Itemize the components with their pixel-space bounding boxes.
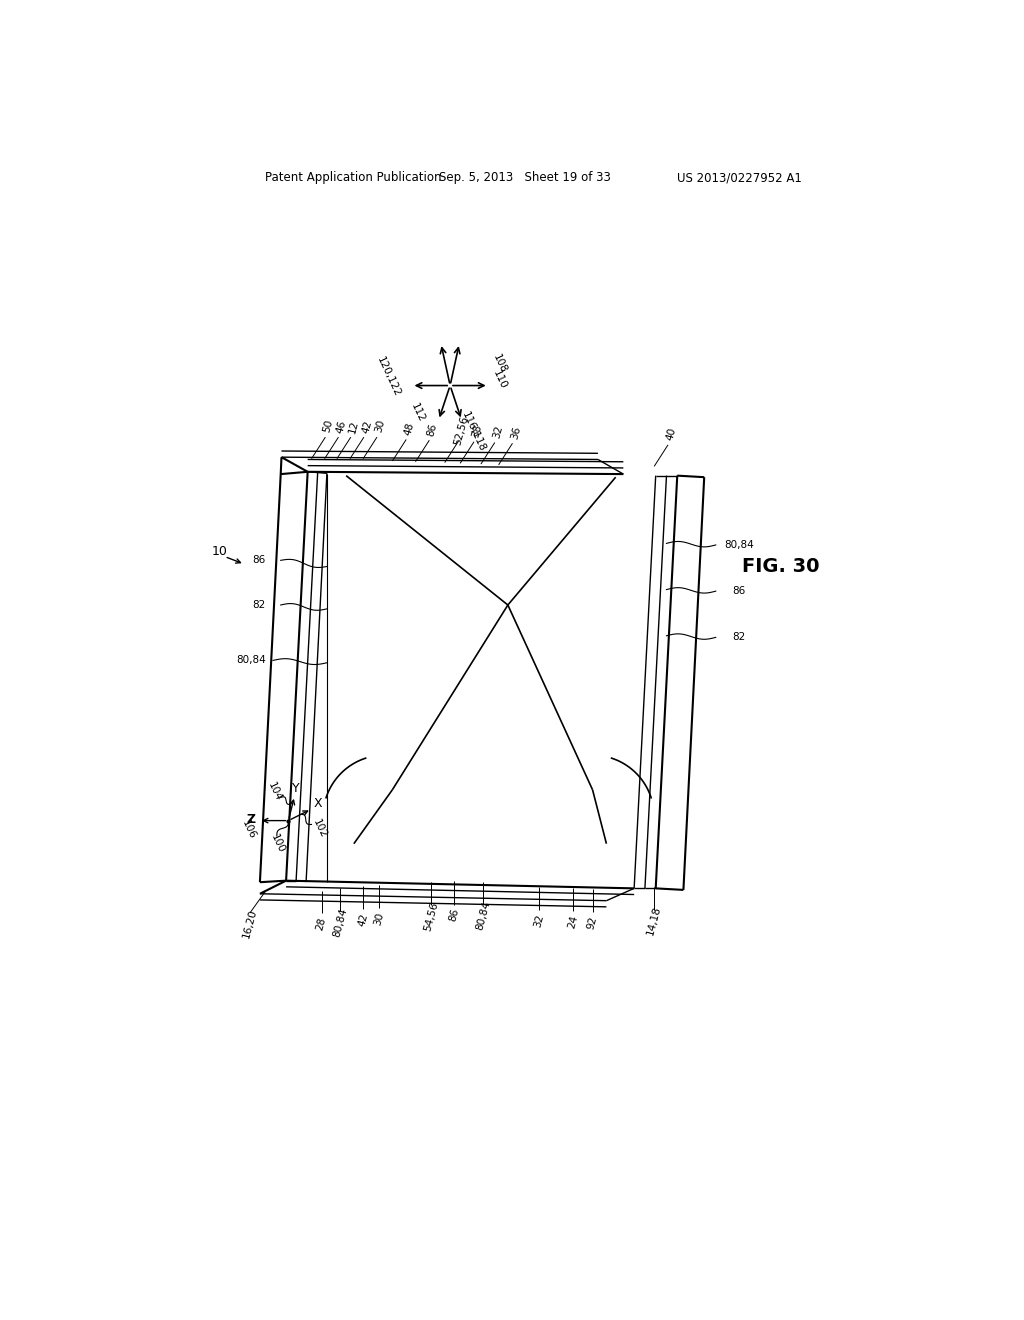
Text: 48: 48 [402,421,416,437]
Text: 80,84: 80,84 [237,656,266,665]
Text: 108: 108 [492,352,509,375]
Text: US 2013/0227952 A1: US 2013/0227952 A1 [677,172,802,185]
Text: 86: 86 [253,556,266,565]
Text: 36: 36 [509,425,522,440]
Text: 40: 40 [665,426,678,442]
Text: Patent Application Publication: Patent Application Publication [265,172,441,185]
Text: 86: 86 [732,586,745,597]
Text: Y: Y [292,781,300,795]
Text: 86: 86 [426,422,439,437]
Text: 42: 42 [356,912,370,928]
Text: 10: 10 [211,545,227,557]
Text: 110: 110 [492,368,509,391]
Text: Sep. 5, 2013   Sheet 19 of 33: Sep. 5, 2013 Sheet 19 of 33 [438,172,610,185]
Text: 14,18: 14,18 [645,906,663,936]
Text: 106: 106 [240,818,257,841]
Text: 86: 86 [447,908,461,923]
Text: 102: 102 [310,817,328,840]
Text: X: X [313,797,322,810]
Text: 46: 46 [335,418,348,434]
Text: 100: 100 [269,833,287,855]
Text: 28: 28 [315,916,328,932]
Text: FIG. 30: FIG. 30 [742,557,820,576]
Text: 80,84: 80,84 [474,900,492,932]
Text: 92: 92 [586,915,599,931]
Text: 50: 50 [322,418,335,434]
Text: 116,118: 116,118 [460,411,486,453]
Text: 52,56: 52,56 [453,414,470,446]
Text: 16,20: 16,20 [242,908,259,940]
Text: 12: 12 [347,418,360,434]
Text: 32: 32 [492,424,505,440]
Text: 104: 104 [266,780,284,803]
Text: 54,56: 54,56 [422,900,439,932]
Text: 112: 112 [409,401,427,424]
Text: 80,84: 80,84 [332,907,349,939]
Text: 120,122: 120,122 [375,355,402,397]
Text: 38: 38 [470,424,483,438]
Text: 32: 32 [532,913,545,928]
Text: 30: 30 [374,418,387,434]
Text: Z: Z [247,813,256,825]
Text: 42: 42 [360,418,374,434]
Text: 24: 24 [566,915,580,929]
Text: 30: 30 [372,912,385,927]
Text: 82: 82 [732,632,745,643]
Text: 82: 82 [253,601,266,610]
Text: 80,84: 80,84 [724,540,754,550]
